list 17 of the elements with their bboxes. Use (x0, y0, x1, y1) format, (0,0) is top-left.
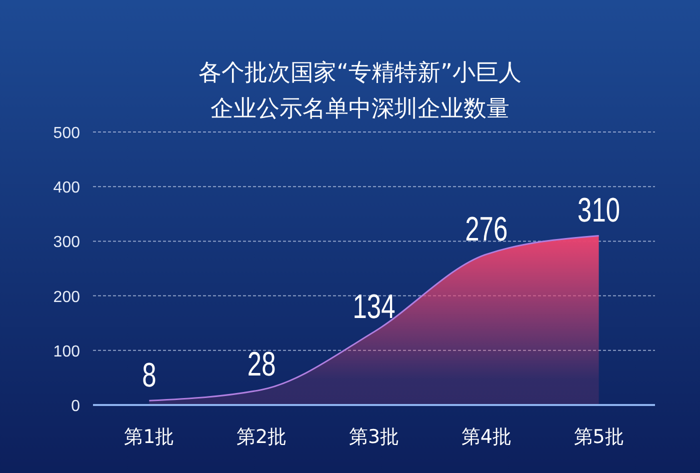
x-tick-label: 第5批 (574, 426, 624, 448)
data-label: 276 (465, 210, 508, 248)
y-tick-label: 100 (53, 343, 80, 360)
x-tick-label: 第1批 (124, 426, 174, 448)
data-label: 134 (352, 288, 396, 326)
y-tick-label: 300 (53, 234, 80, 252)
x-tick-label: 第3批 (348, 426, 400, 448)
y-tick-label: 200 (53, 288, 80, 306)
y-tick-label: 400 (53, 180, 80, 197)
chart-title: 各个批次国家“专精特新”小巨人企业公示名单中深圳企业数量 (198, 60, 522, 122)
y-tick-label: 0 (71, 398, 80, 415)
data-label: 8 (142, 357, 156, 395)
data-label: 310 (578, 192, 620, 230)
data-label: 28 (247, 346, 276, 384)
x-tick-label: 第2批 (236, 426, 287, 448)
x-tick-label: 第4批 (461, 426, 512, 448)
y-tick-label: 500 (53, 125, 80, 142)
